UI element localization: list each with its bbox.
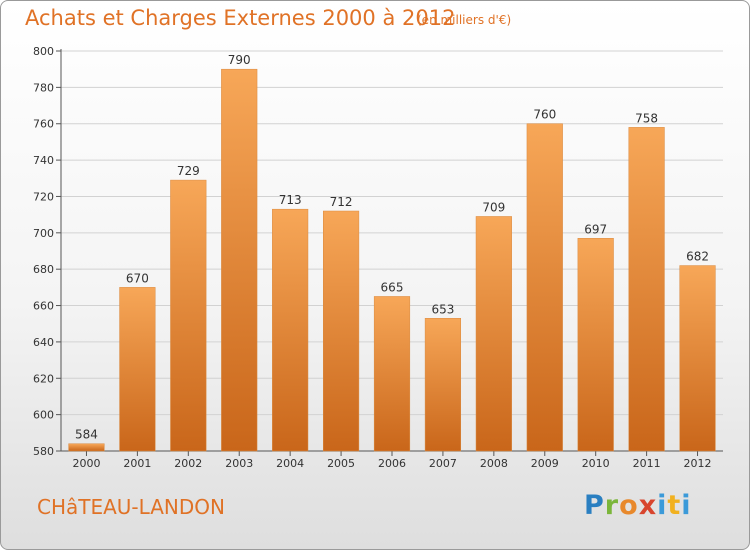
y-tick-label: 740 [33,154,54,167]
y-tick-label: 600 [33,409,54,422]
bar [526,123,563,452]
y-tick-label: 660 [33,300,54,313]
chart-title: Achats et Charges Externes 2000 à 2012 [25,6,456,30]
logo-letter: i [681,490,692,521]
y-tick-label: 720 [33,190,54,203]
y-tick-label: 640 [33,336,54,349]
x-tick-label: 2004 [276,457,304,470]
value-label: 584 [75,428,98,442]
bar [170,179,207,452]
x-tick-label: 2003 [225,457,253,470]
bar [323,210,360,452]
bar [679,265,716,452]
bar [68,443,105,452]
x-tick-label: 2002 [174,457,202,470]
x-tick-label: 2000 [72,457,100,470]
x-tick-label: 2008 [480,457,508,470]
bars [68,68,716,452]
value-label: 665 [381,280,404,294]
bar [475,216,512,452]
y-tick-label: 700 [33,227,54,240]
bar [577,238,614,452]
value-label: 729 [177,164,200,178]
value-label: 697 [584,222,607,236]
x-tick-label: 2010 [582,457,610,470]
x-tick-label: 2012 [684,457,712,470]
value-label: 713 [279,193,302,207]
x-tick-label: 2006 [378,457,406,470]
x-tick-label: 2009 [531,457,559,470]
city-name: CHâTEAU-LANDON [37,495,225,519]
bar [119,287,156,452]
value-label: 712 [330,195,353,209]
value-label: 670 [126,271,149,285]
y-tick-label: 680 [33,263,54,276]
logo-letter: i [657,490,668,521]
chart-subtitle: (en milliers d'€) [417,13,512,27]
logo-letter: P [584,490,605,521]
value-labels: 584 670 729 790 713 712 665 653 709 760 697 758 682 [75,53,709,442]
y-tick-label: 580 [33,445,54,458]
bar [272,208,309,452]
bar [628,127,665,452]
bar [424,318,461,452]
value-label: 790 [228,53,251,67]
y-tick-label: 780 [33,81,54,94]
logo-letter: x [638,490,658,521]
value-label: 682 [686,250,709,264]
value-label: 709 [482,200,505,214]
bar [373,296,411,452]
y-tick-label: 760 [33,118,54,131]
y-tick-label: 800 [33,45,54,58]
x-tick-label: 2001 [123,457,151,470]
logo-letter: r [604,490,620,521]
y-tick-label: 620 [33,372,54,385]
logo-letter: o [619,490,639,521]
value-label: 758 [635,111,658,125]
proxiti-logo: Proxiti [584,490,692,521]
bar [221,68,258,452]
x-tick-label: 2011 [633,457,661,470]
value-label: 653 [431,302,454,316]
x-tick-label: 2005 [327,457,355,470]
x-tick-label: 2007 [429,457,457,470]
value-label: 760 [533,108,556,122]
logo-letter: t [667,490,682,521]
